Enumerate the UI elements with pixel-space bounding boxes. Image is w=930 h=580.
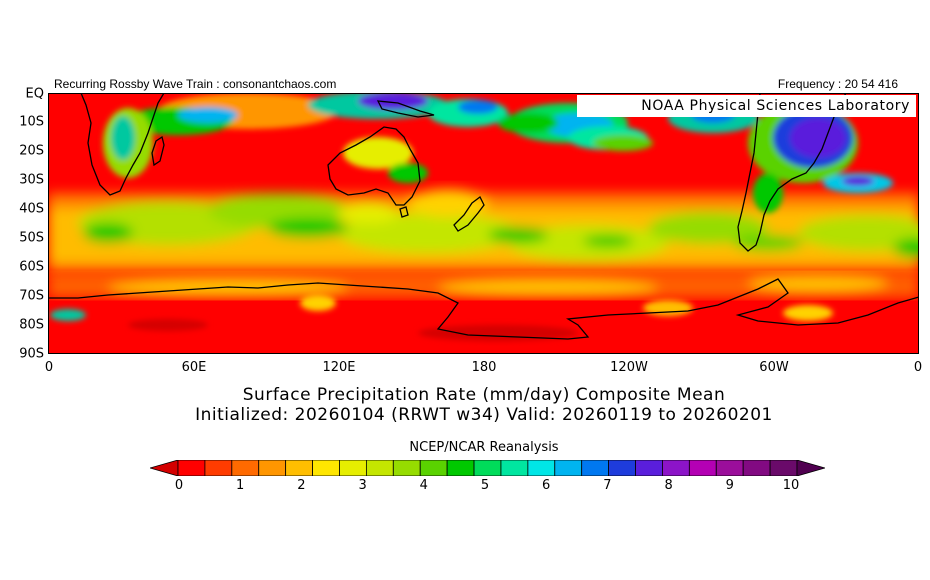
- colorbar-tick-label: 7: [603, 478, 612, 493]
- lat-label-50s: 50S: [19, 230, 44, 246]
- colorbar-arrow-high: [796, 459, 827, 477]
- colorbar-segment: [527, 459, 556, 477]
- lat-label-60s: 60S: [19, 259, 44, 275]
- colorbar-segment: [231, 459, 260, 477]
- header-credit: Recurring Rossby Wave Train : consonantc…: [54, 77, 337, 91]
- data-source: NCEP/NCAR Reanalysis: [409, 440, 559, 455]
- colorbar-segment: [204, 459, 233, 477]
- colorbar-tick-label: 6: [542, 478, 551, 493]
- noaa-badge: NOAA Physical Sciences Laboratory: [577, 95, 916, 117]
- lat-label-10s: 10S: [19, 114, 44, 130]
- colorbar-segment: [392, 459, 421, 477]
- header-frequency: Frequency : 20 54 416: [777, 77, 898, 91]
- colorbar-tick-label: 3: [358, 478, 367, 493]
- tasmania-coastline: [399, 206, 409, 218]
- colorbar-tick-label: 1: [236, 478, 245, 493]
- australia-coastline: [327, 126, 421, 206]
- lon-label-120e: 120E: [322, 360, 356, 375]
- lon-label-180: 180: [471, 360, 497, 375]
- colorbar-segment: [258, 459, 287, 477]
- colorbar: [148, 459, 827, 477]
- colorbar-segment: [312, 459, 340, 477]
- new-guinea-coastline: [376, 100, 435, 118]
- colorbar-tick-label: 8: [664, 478, 673, 493]
- south-america-coastline: [737, 93, 847, 252]
- lon-label-60w: 60W: [759, 360, 789, 375]
- lat-label-eq: EQ: [25, 86, 44, 102]
- colorbar-segment: [339, 459, 367, 477]
- colorbar-segment: [419, 459, 448, 477]
- colorbar-segment: [285, 459, 313, 477]
- colorbar-segment: [742, 459, 771, 477]
- colorbar-segment: [581, 459, 610, 477]
- lat-label-70s: 70S: [19, 288, 44, 304]
- colorbar-segment: [769, 459, 798, 477]
- colorbar-arrow-low: [148, 459, 179, 477]
- new-zealand-coastline: [453, 196, 485, 232]
- colorbar-segment: [715, 459, 744, 477]
- colorbar-segment: [608, 459, 636, 477]
- colorbar-tick-label: 4: [419, 478, 428, 493]
- colorbar-segment: [635, 459, 663, 477]
- lon-label-0: 0: [44, 360, 54, 375]
- precipitation-field: [48, 93, 919, 354]
- map-title: Surface Precipitation Rate (mm/day) Comp…: [242, 385, 726, 405]
- colorbar-tick-label: 9: [725, 478, 734, 493]
- antarctica-coastline: [48, 278, 919, 340]
- colorbar-segment: [446, 459, 475, 477]
- lat-label-30s: 30S: [19, 172, 44, 188]
- colorbar-tick-label: 0: [174, 478, 184, 493]
- colorbar-segment: [554, 459, 583, 477]
- map-subtitle: Initialized: 20260104 (RRWT w34) Valid: …: [195, 405, 773, 425]
- coastlines: [48, 93, 919, 340]
- lon-label-120w: 120W: [610, 360, 648, 375]
- lat-label-80s: 80S: [19, 317, 44, 333]
- colorbar-segment: [473, 459, 502, 477]
- lon-label-0-east: 0: [913, 360, 923, 375]
- lat-label-40s: 40S: [19, 201, 44, 217]
- colorbar-segment: [662, 459, 690, 477]
- colorbar-tick-label: 5: [480, 478, 490, 493]
- lat-label-90s: 90S: [19, 346, 44, 362]
- lat-label-20s: 20S: [19, 143, 44, 159]
- colorbar-segment: [688, 459, 717, 477]
- colorbar-segment: [177, 459, 206, 477]
- africa-coastline: [80, 93, 165, 196]
- colorbar-tick-label: 10: [782, 478, 800, 493]
- lon-label-60e: 60E: [181, 360, 207, 375]
- precipitation-map: [48, 93, 919, 354]
- colorbar-tick-label: 2: [297, 478, 306, 493]
- map-frame: [48, 93, 919, 354]
- madagascar-coastline: [151, 135, 165, 167]
- colorbar-segment: [365, 459, 394, 477]
- colorbar-segment: [500, 459, 529, 477]
